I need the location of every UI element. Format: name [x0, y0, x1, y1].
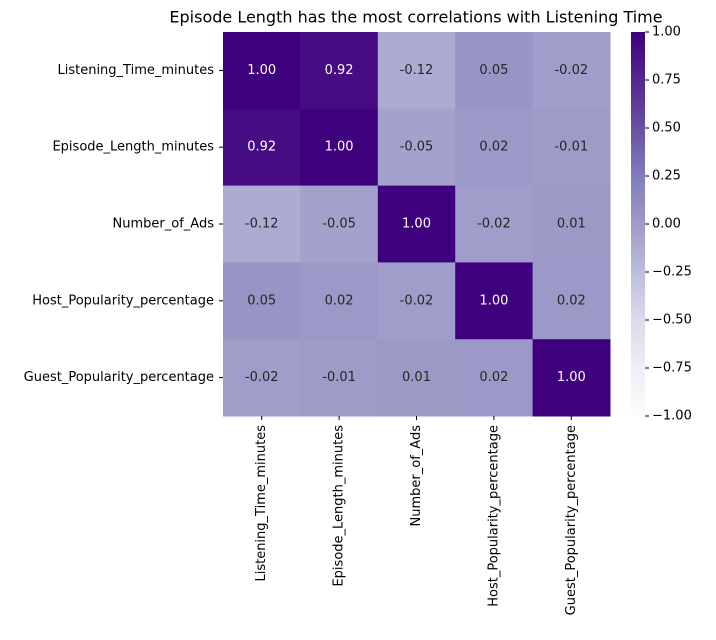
- colorbar-tick-label: 0.75: [652, 73, 681, 88]
- x-tick-label: Episode_Length_minutes: [332, 425, 347, 587]
- cell-label: 1.00: [402, 217, 431, 232]
- colorbar-tick-label: 0.00: [652, 217, 681, 232]
- heatmap-cell: [455, 185, 534, 263]
- y-tick-label: Host_Popularity_percentage: [32, 293, 214, 308]
- cell-label: 0.02: [557, 293, 586, 308]
- y-tick-label: Number_of_Ads: [113, 217, 215, 232]
- cell-label: -0.12: [245, 217, 279, 232]
- heatmap-cell: [223, 108, 301, 187]
- heatmap-cell: [455, 32, 534, 110]
- heatmap-cell: [455, 108, 534, 187]
- heatmap-cell: [377, 339, 456, 417]
- heatmap-cell: [300, 339, 379, 417]
- heatmap-cell: [300, 262, 379, 340]
- colorbar-tick-label: −0.75: [652, 361, 692, 376]
- heatmap-cell: [223, 339, 301, 417]
- cell-label: 1.00: [479, 293, 508, 308]
- colorbar-tick-label: −0.50: [652, 313, 692, 328]
- cell-label: -0.02: [400, 293, 434, 308]
- colorbar-tick-label: −0.25: [652, 265, 692, 280]
- cell-label: 0.05: [479, 63, 508, 78]
- cell-label: -0.02: [477, 217, 511, 232]
- colorbar-tick-label: −1.00: [652, 409, 692, 424]
- cell-label: 0.01: [557, 217, 586, 232]
- colorbar: [631, 32, 645, 416]
- chart-title: Episode Length has the most correlations…: [169, 8, 662, 27]
- colorbar-tick-label: 1.00: [652, 25, 681, 40]
- cell-label: 0.02: [325, 293, 354, 308]
- colorbar-tick-label: 0.25: [652, 169, 681, 184]
- heatmap-cell: [532, 32, 611, 110]
- cell-label: -0.05: [400, 140, 434, 155]
- cell-label: 0.92: [325, 63, 354, 78]
- x-tick-label: Number_of_Ads: [409, 425, 424, 527]
- heatmap-cell: [532, 108, 611, 187]
- cell-label: 0.05: [247, 293, 276, 308]
- cell-label: 0.02: [479, 140, 508, 155]
- cell-label: -0.02: [245, 370, 279, 385]
- cell-label: 1.00: [247, 63, 276, 78]
- cell-label: -0.01: [554, 140, 588, 155]
- heatmap-cell: [377, 108, 456, 187]
- heatmap-cell: [532, 185, 611, 263]
- heatmap-cell: [300, 108, 379, 187]
- cell-label: 0.01: [402, 370, 431, 385]
- cell-label: 1.00: [557, 370, 586, 385]
- cell-label: -0.02: [554, 63, 588, 78]
- heatmap-cell: [223, 32, 301, 110]
- cell-label: 0.92: [247, 140, 276, 155]
- heatmap-cell: [455, 339, 534, 417]
- x-tick-label: Guest_Popularity_percentage: [564, 425, 579, 615]
- heatmap-cell: [300, 32, 379, 110]
- heatmap-cell: [223, 262, 301, 340]
- heatmap-cell: [223, 185, 301, 263]
- y-tick-label: Episode_Length_minutes: [52, 140, 214, 155]
- colorbar-tick-label: 0.50: [652, 121, 681, 136]
- heatmap-cell: [300, 185, 379, 263]
- heatmap-cell: [455, 262, 534, 340]
- heatmap-cell: [532, 339, 611, 417]
- heatmap-cell: [377, 185, 456, 263]
- cell-label: -0.05: [322, 217, 356, 232]
- y-tick-label: Guest_Popularity_percentage: [24, 370, 214, 385]
- heatmap-cell: [377, 32, 456, 110]
- x-tick-label: Host_Popularity_percentage: [486, 425, 501, 607]
- heatmap-cell: [532, 262, 611, 340]
- cell-label: 1.00: [325, 140, 354, 155]
- cell-label: -0.01: [322, 370, 356, 385]
- heatmap-cell: [377, 262, 456, 340]
- y-tick-label: Listening_Time_minutes: [57, 63, 214, 78]
- cell-label: -0.12: [400, 63, 434, 78]
- x-tick-label: Listening_Time_minutes: [254, 425, 269, 582]
- cell-label: 0.02: [479, 370, 508, 385]
